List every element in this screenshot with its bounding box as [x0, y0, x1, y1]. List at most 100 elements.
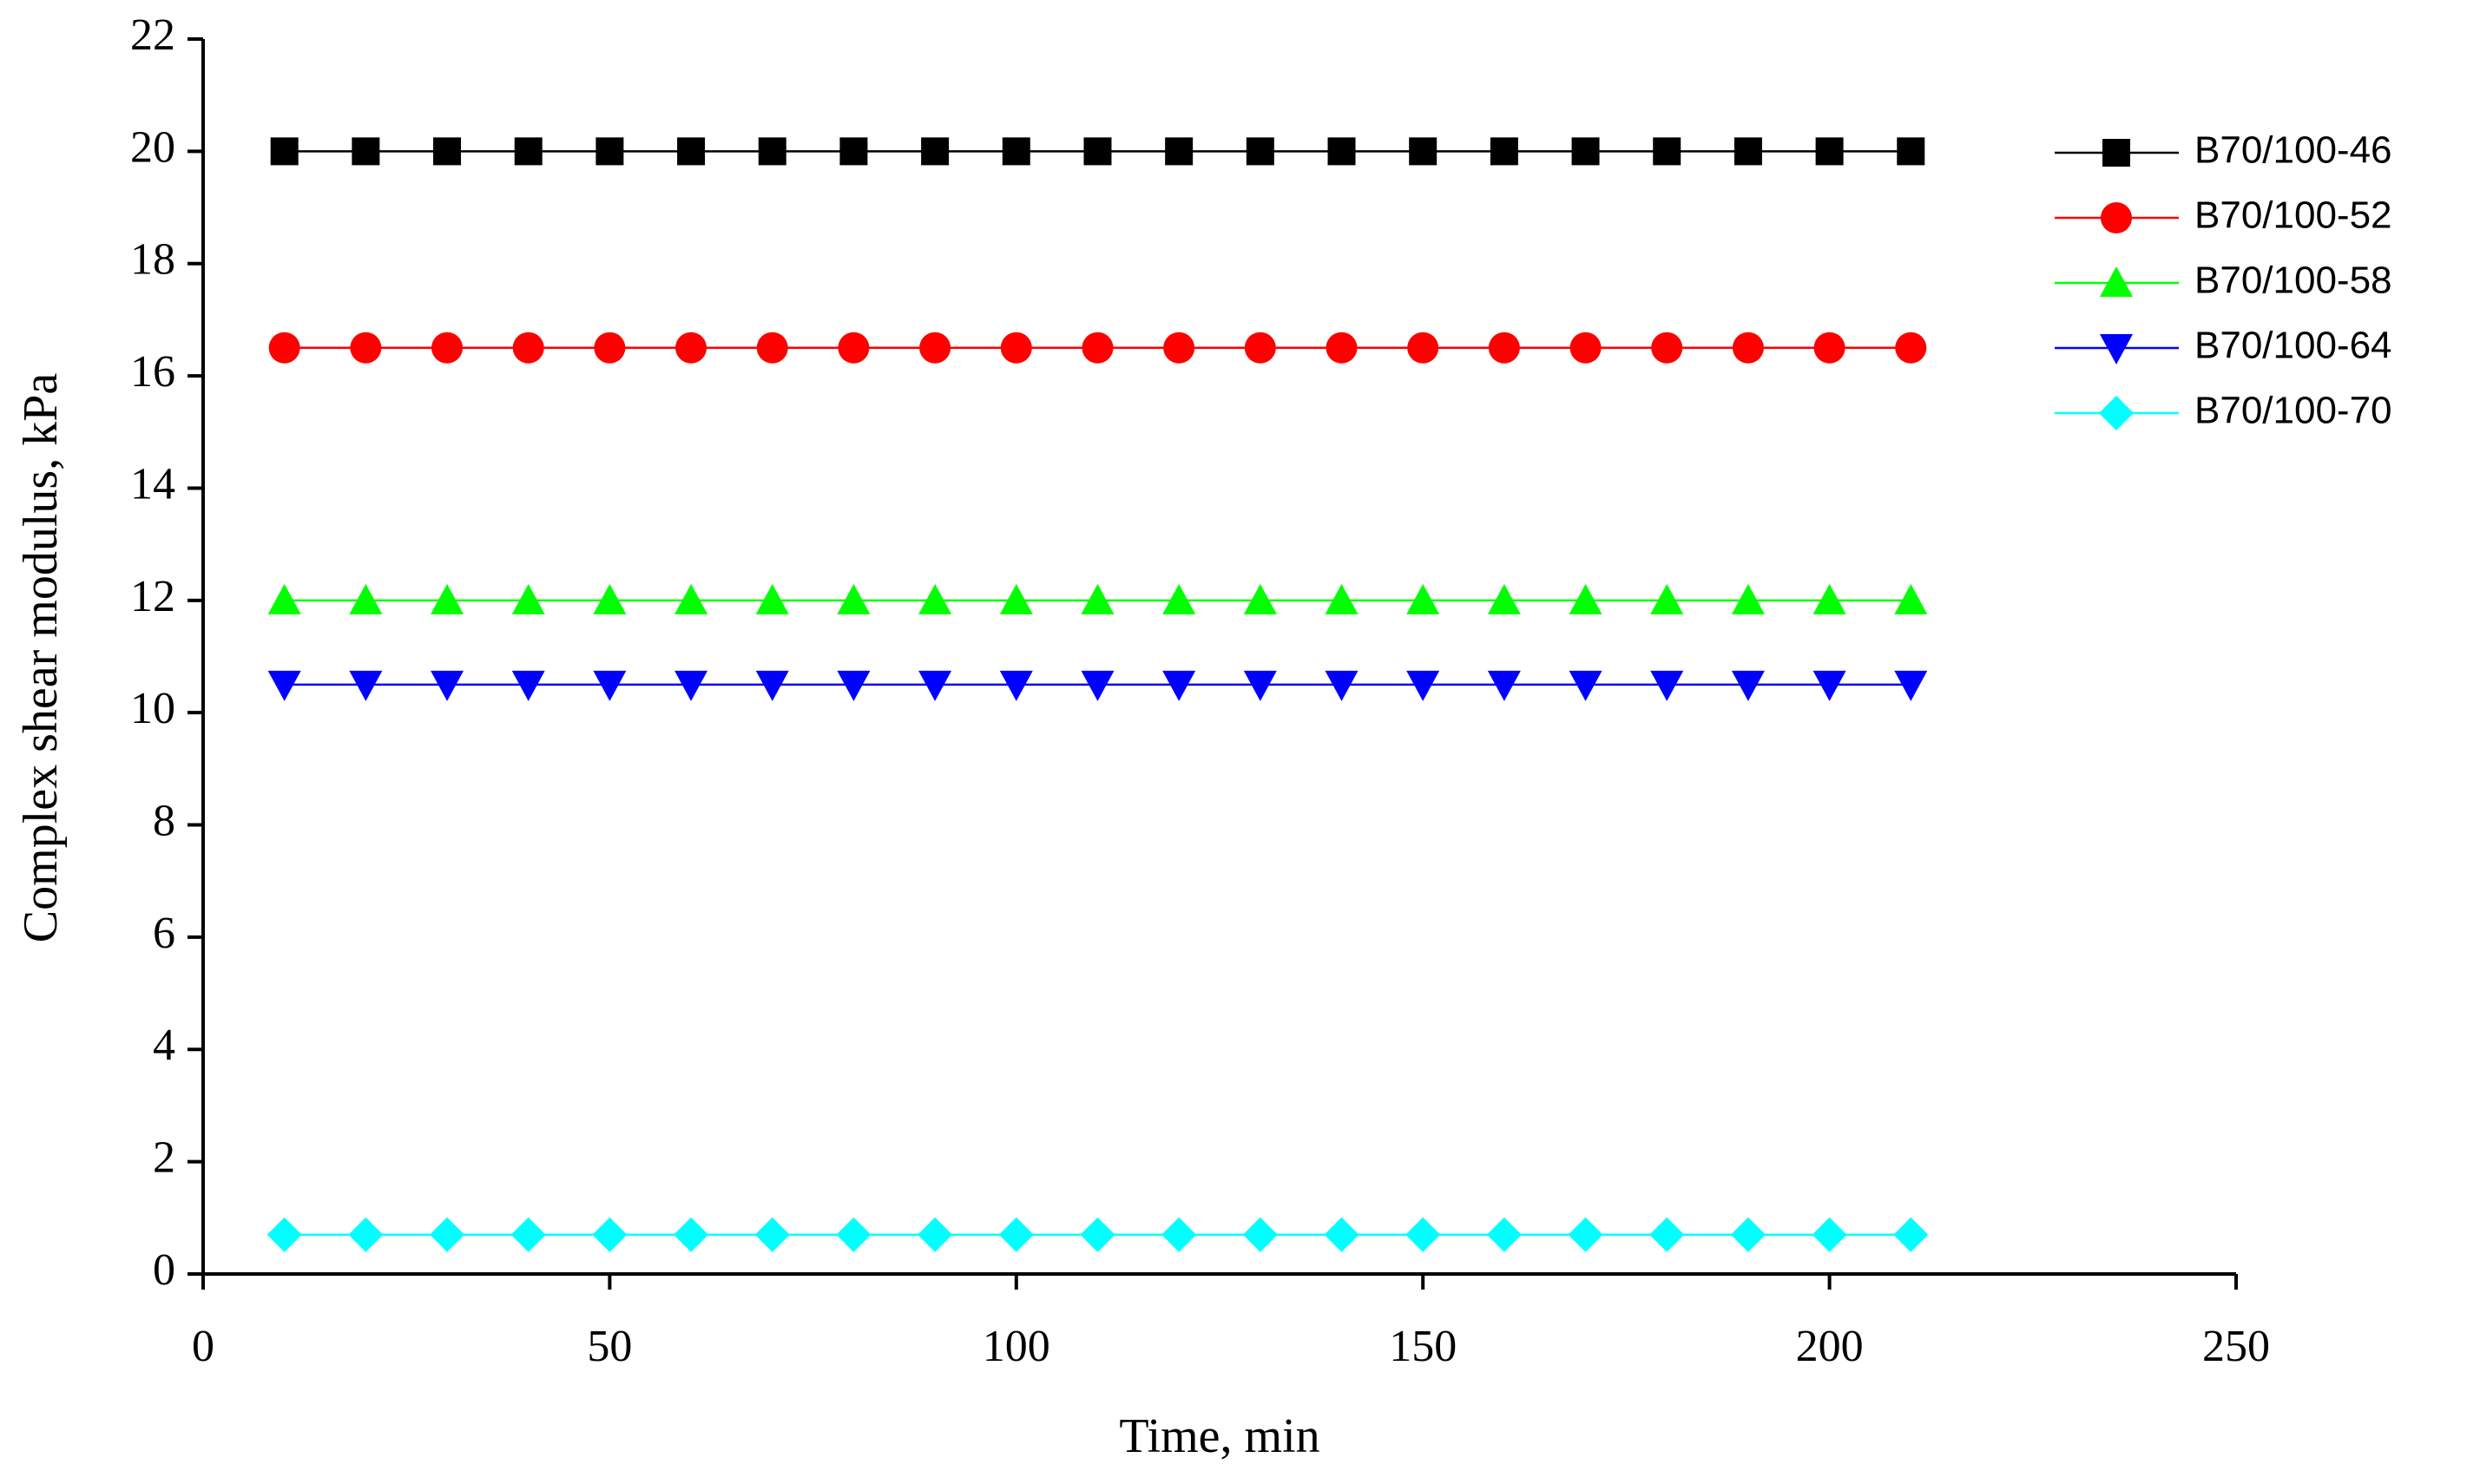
data-point — [836, 1217, 872, 1252]
data-point — [593, 583, 627, 614]
data-point — [918, 1217, 953, 1252]
legend-label: B70/100-70 — [2194, 390, 2392, 432]
data-point — [1569, 670, 1602, 701]
data-point — [1813, 332, 1845, 364]
data-point — [1243, 670, 1277, 701]
data-point — [1650, 583, 1684, 614]
legend-marker — [2099, 396, 2134, 430]
y-tick-label: 4 — [153, 1021, 175, 1070]
data-point — [266, 1217, 302, 1252]
data-point — [1569, 332, 1602, 364]
data-point — [1409, 137, 1437, 166]
data-point — [1894, 583, 1928, 614]
data-point — [674, 670, 708, 701]
data-point — [755, 583, 789, 614]
data-point — [1894, 670, 1928, 701]
data-point — [1407, 332, 1439, 364]
x-tick-label: 150 — [1389, 1322, 1457, 1371]
data-point — [511, 670, 545, 701]
y-tick-label: 0 — [153, 1245, 175, 1295]
y-tick-label: 20 — [130, 122, 175, 172]
data-point — [593, 670, 627, 701]
x-axis-title: Time, min — [1119, 1409, 1319, 1463]
data-point — [1649, 1217, 1685, 1252]
data-point — [350, 332, 382, 364]
data-point — [510, 1217, 546, 1252]
y-tick-label: 10 — [130, 684, 175, 733]
y-tick-label: 16 — [130, 347, 175, 397]
data-point — [1244, 332, 1276, 364]
data-point — [837, 583, 871, 614]
data-point — [1406, 583, 1440, 614]
data-point — [1325, 583, 1358, 614]
data-point — [1325, 670, 1358, 701]
data-point — [674, 583, 708, 614]
data-point — [1487, 583, 1521, 614]
x-tick-label: 250 — [2202, 1322, 2270, 1371]
data-point — [1083, 137, 1112, 166]
data-point — [1165, 137, 1194, 166]
data-point — [433, 137, 462, 166]
data-point — [267, 670, 301, 701]
data-point — [758, 137, 786, 166]
x-tick-label: 100 — [983, 1322, 1050, 1371]
y-tick-label: 12 — [130, 572, 175, 621]
data-point — [270, 137, 299, 166]
data-point — [1405, 1217, 1441, 1252]
data-point — [1651, 332, 1683, 364]
data-point — [677, 137, 706, 166]
data-point — [919, 332, 951, 364]
data-point — [754, 1217, 790, 1252]
legend-label: B70/100-46 — [2194, 129, 2392, 172]
data-point — [431, 332, 464, 364]
data-point — [1732, 332, 1764, 364]
data-point — [839, 137, 868, 166]
legend-label: B70/100-64 — [2194, 325, 2392, 367]
data-point — [1002, 137, 1030, 166]
x-tick-label: 0 — [192, 1322, 214, 1371]
y-tick-label: 14 — [130, 459, 175, 509]
data-point — [838, 332, 870, 364]
data-point — [918, 670, 952, 701]
data-point — [1731, 583, 1765, 614]
data-point — [675, 332, 707, 364]
data-point — [1893, 1217, 1929, 1252]
data-point — [999, 583, 1033, 614]
data-point — [1731, 670, 1765, 701]
x-tick-label: 200 — [1796, 1322, 1864, 1371]
data-point — [1487, 670, 1521, 701]
y-tick-label: 8 — [153, 796, 175, 845]
data-point — [430, 1217, 465, 1252]
data-point — [348, 1217, 384, 1252]
data-point — [1162, 583, 1196, 614]
data-point — [511, 583, 545, 614]
data-point — [592, 1217, 628, 1252]
data-point — [1812, 1217, 1847, 1252]
y-tick-label: 18 — [130, 235, 175, 285]
data-point — [1081, 670, 1115, 701]
data-point — [267, 583, 301, 614]
x-tick-label: 50 — [587, 1322, 632, 1371]
data-point — [1081, 583, 1115, 614]
data-point — [1406, 670, 1440, 701]
data-point — [1568, 1217, 1603, 1252]
data-point — [431, 583, 464, 614]
data-point — [1326, 332, 1358, 364]
data-point — [349, 583, 383, 614]
data-point — [1490, 137, 1518, 166]
legend-marker — [2100, 334, 2133, 364]
data-point — [756, 332, 788, 364]
data-point — [1000, 332, 1032, 364]
data-point — [674, 1217, 709, 1252]
data-point — [1486, 1217, 1522, 1252]
data-point — [1162, 670, 1196, 701]
data-point — [1815, 137, 1844, 166]
data-point — [1082, 332, 1114, 364]
data-point — [1653, 137, 1681, 166]
data-point — [998, 1217, 1034, 1252]
data-point — [918, 583, 952, 614]
data-point — [1242, 1217, 1278, 1252]
y-tick-label: 2 — [153, 1133, 175, 1183]
